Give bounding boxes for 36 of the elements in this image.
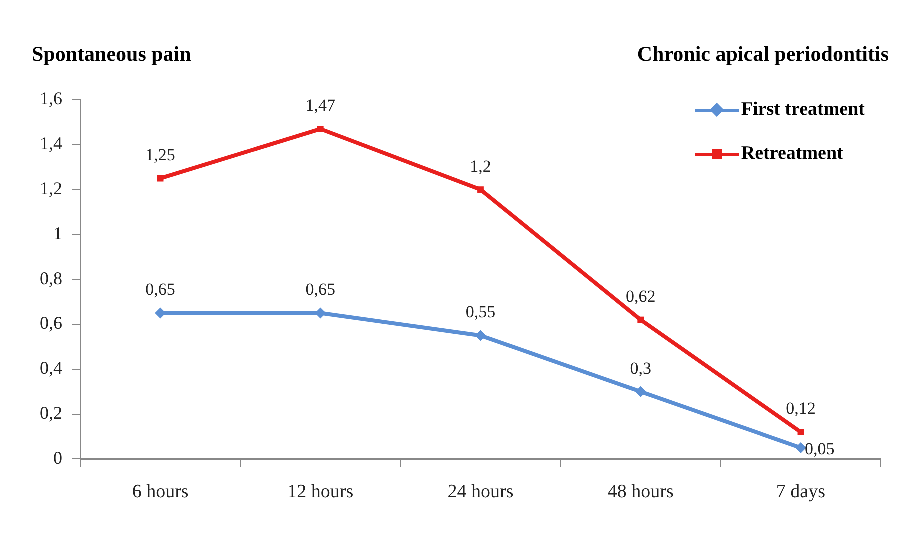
data-label: 0,05 — [804, 439, 835, 458]
point — [795, 442, 806, 454]
data-label: 0,55 — [466, 302, 496, 322]
point — [638, 316, 644, 324]
data-label: 0,3 — [630, 358, 652, 378]
point — [157, 175, 164, 182]
chart-title: Spontaneous pain — [32, 42, 192, 67]
y-tick-label: 1,2 — [40, 178, 62, 199]
x-tick-label: 12 hours — [288, 482, 354, 503]
point — [635, 386, 646, 398]
y-tick-label: 0,6 — [40, 313, 62, 334]
x-tick-label: 6 hours — [132, 482, 189, 503]
y-tick-label: 1,6 — [40, 88, 62, 109]
y-tick-label: 1,4 — [40, 134, 62, 154]
chart-subtitle: Chronic apical periodontitis — [637, 42, 889, 67]
x-tick-label: 24 hours — [448, 482, 514, 503]
data-label: 0,62 — [626, 286, 656, 306]
y-tick-label: 0,8 — [40, 268, 62, 288]
point — [475, 330, 486, 342]
point — [798, 429, 804, 436]
legend-label: Retreatment — [741, 143, 844, 165]
data-label: 1,2 — [470, 156, 492, 176]
data-label: 1,47 — [306, 96, 336, 116]
y-tick-label: 0,2 — [40, 403, 62, 424]
y-tick-label: 0 — [54, 448, 62, 468]
data-label: 1,25 — [146, 146, 176, 165]
point — [478, 186, 484, 193]
data-label: 0,65 — [146, 280, 176, 300]
point — [317, 126, 324, 132]
legend-label: First treatment — [741, 99, 865, 121]
data-label: 0,65 — [306, 280, 336, 300]
y-tick-label: 1 — [54, 223, 62, 244]
x-tick-label: 7 days — [776, 482, 826, 503]
x-tick-label: 48 hours — [608, 482, 674, 503]
y-tick-label: 0,4 — [40, 358, 62, 378]
data-label: 0,12 — [786, 399, 816, 418]
